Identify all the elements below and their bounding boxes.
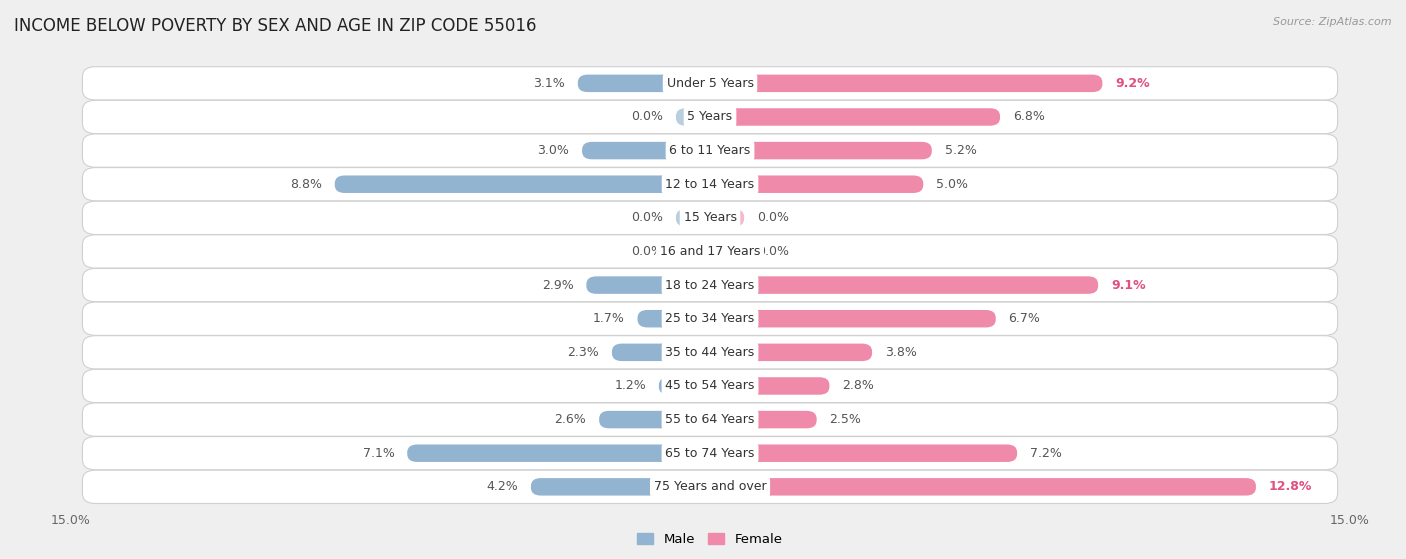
Text: 0.0%: 0.0% <box>631 245 664 258</box>
Text: 0.0%: 0.0% <box>756 211 789 224</box>
Text: 0.0%: 0.0% <box>631 111 664 124</box>
Text: 9.1%: 9.1% <box>1111 278 1146 292</box>
FancyBboxPatch shape <box>710 142 932 159</box>
Text: 25 to 34 Years: 25 to 34 Years <box>665 312 755 325</box>
FancyBboxPatch shape <box>531 478 710 496</box>
Text: INCOME BELOW POVERTY BY SEX AND AGE IN ZIP CODE 55016: INCOME BELOW POVERTY BY SEX AND AGE IN Z… <box>14 17 537 35</box>
FancyBboxPatch shape <box>710 411 817 428</box>
FancyBboxPatch shape <box>83 134 1337 167</box>
Text: 0.0%: 0.0% <box>756 245 789 258</box>
FancyBboxPatch shape <box>578 74 710 92</box>
FancyBboxPatch shape <box>599 411 710 428</box>
FancyBboxPatch shape <box>83 201 1337 234</box>
Legend: Male, Female: Male, Female <box>633 528 787 551</box>
Text: Source: ZipAtlas.com: Source: ZipAtlas.com <box>1274 17 1392 27</box>
Text: 2.6%: 2.6% <box>554 413 586 426</box>
Text: 2.8%: 2.8% <box>842 380 875 392</box>
FancyBboxPatch shape <box>83 168 1337 201</box>
Text: 12.8%: 12.8% <box>1268 480 1312 494</box>
FancyBboxPatch shape <box>710 209 744 226</box>
Text: 9.2%: 9.2% <box>1115 77 1150 90</box>
Text: 3.8%: 3.8% <box>884 346 917 359</box>
FancyBboxPatch shape <box>83 403 1337 436</box>
Text: 3.1%: 3.1% <box>533 77 565 90</box>
FancyBboxPatch shape <box>710 478 1256 496</box>
Text: 4.2%: 4.2% <box>486 480 517 494</box>
FancyBboxPatch shape <box>83 67 1337 100</box>
FancyBboxPatch shape <box>83 268 1337 302</box>
Text: 35 to 44 Years: 35 to 44 Years <box>665 346 755 359</box>
FancyBboxPatch shape <box>710 74 1102 92</box>
Text: 55 to 64 Years: 55 to 64 Years <box>665 413 755 426</box>
FancyBboxPatch shape <box>83 437 1337 470</box>
FancyBboxPatch shape <box>710 444 1017 462</box>
Text: 2.3%: 2.3% <box>568 346 599 359</box>
FancyBboxPatch shape <box>659 377 710 395</box>
Text: 16 and 17 Years: 16 and 17 Years <box>659 245 761 258</box>
FancyBboxPatch shape <box>335 176 710 193</box>
FancyBboxPatch shape <box>710 276 1098 294</box>
FancyBboxPatch shape <box>710 310 995 328</box>
FancyBboxPatch shape <box>83 369 1337 402</box>
FancyBboxPatch shape <box>710 377 830 395</box>
Text: 6 to 11 Years: 6 to 11 Years <box>669 144 751 157</box>
FancyBboxPatch shape <box>676 108 710 126</box>
FancyBboxPatch shape <box>710 344 872 361</box>
Text: 6.7%: 6.7% <box>1008 312 1040 325</box>
Text: 7.1%: 7.1% <box>363 447 395 459</box>
Text: 75 Years and over: 75 Years and over <box>654 480 766 494</box>
FancyBboxPatch shape <box>676 209 710 226</box>
FancyBboxPatch shape <box>710 176 924 193</box>
Text: 0.0%: 0.0% <box>631 211 664 224</box>
Text: 5.0%: 5.0% <box>936 178 969 191</box>
Text: 1.7%: 1.7% <box>593 312 624 325</box>
FancyBboxPatch shape <box>612 344 710 361</box>
FancyBboxPatch shape <box>83 235 1337 268</box>
Text: 2.5%: 2.5% <box>830 413 862 426</box>
FancyBboxPatch shape <box>582 142 710 159</box>
Text: 1.2%: 1.2% <box>614 380 647 392</box>
FancyBboxPatch shape <box>83 336 1337 369</box>
FancyBboxPatch shape <box>408 444 710 462</box>
Text: 6.8%: 6.8% <box>1012 111 1045 124</box>
Text: 2.9%: 2.9% <box>541 278 574 292</box>
FancyBboxPatch shape <box>710 108 1000 126</box>
Text: 8.8%: 8.8% <box>290 178 322 191</box>
FancyBboxPatch shape <box>83 100 1337 134</box>
Text: 18 to 24 Years: 18 to 24 Years <box>665 278 755 292</box>
Text: 7.2%: 7.2% <box>1029 447 1062 459</box>
Text: 65 to 74 Years: 65 to 74 Years <box>665 447 755 459</box>
FancyBboxPatch shape <box>83 302 1337 335</box>
FancyBboxPatch shape <box>586 276 710 294</box>
FancyBboxPatch shape <box>83 470 1337 504</box>
FancyBboxPatch shape <box>710 243 744 260</box>
Text: 5.2%: 5.2% <box>945 144 977 157</box>
Text: 12 to 14 Years: 12 to 14 Years <box>665 178 755 191</box>
Text: 45 to 54 Years: 45 to 54 Years <box>665 380 755 392</box>
Text: 5 Years: 5 Years <box>688 111 733 124</box>
FancyBboxPatch shape <box>637 310 710 328</box>
Text: 15 Years: 15 Years <box>683 211 737 224</box>
FancyBboxPatch shape <box>676 243 710 260</box>
Text: 3.0%: 3.0% <box>537 144 569 157</box>
Text: Under 5 Years: Under 5 Years <box>666 77 754 90</box>
